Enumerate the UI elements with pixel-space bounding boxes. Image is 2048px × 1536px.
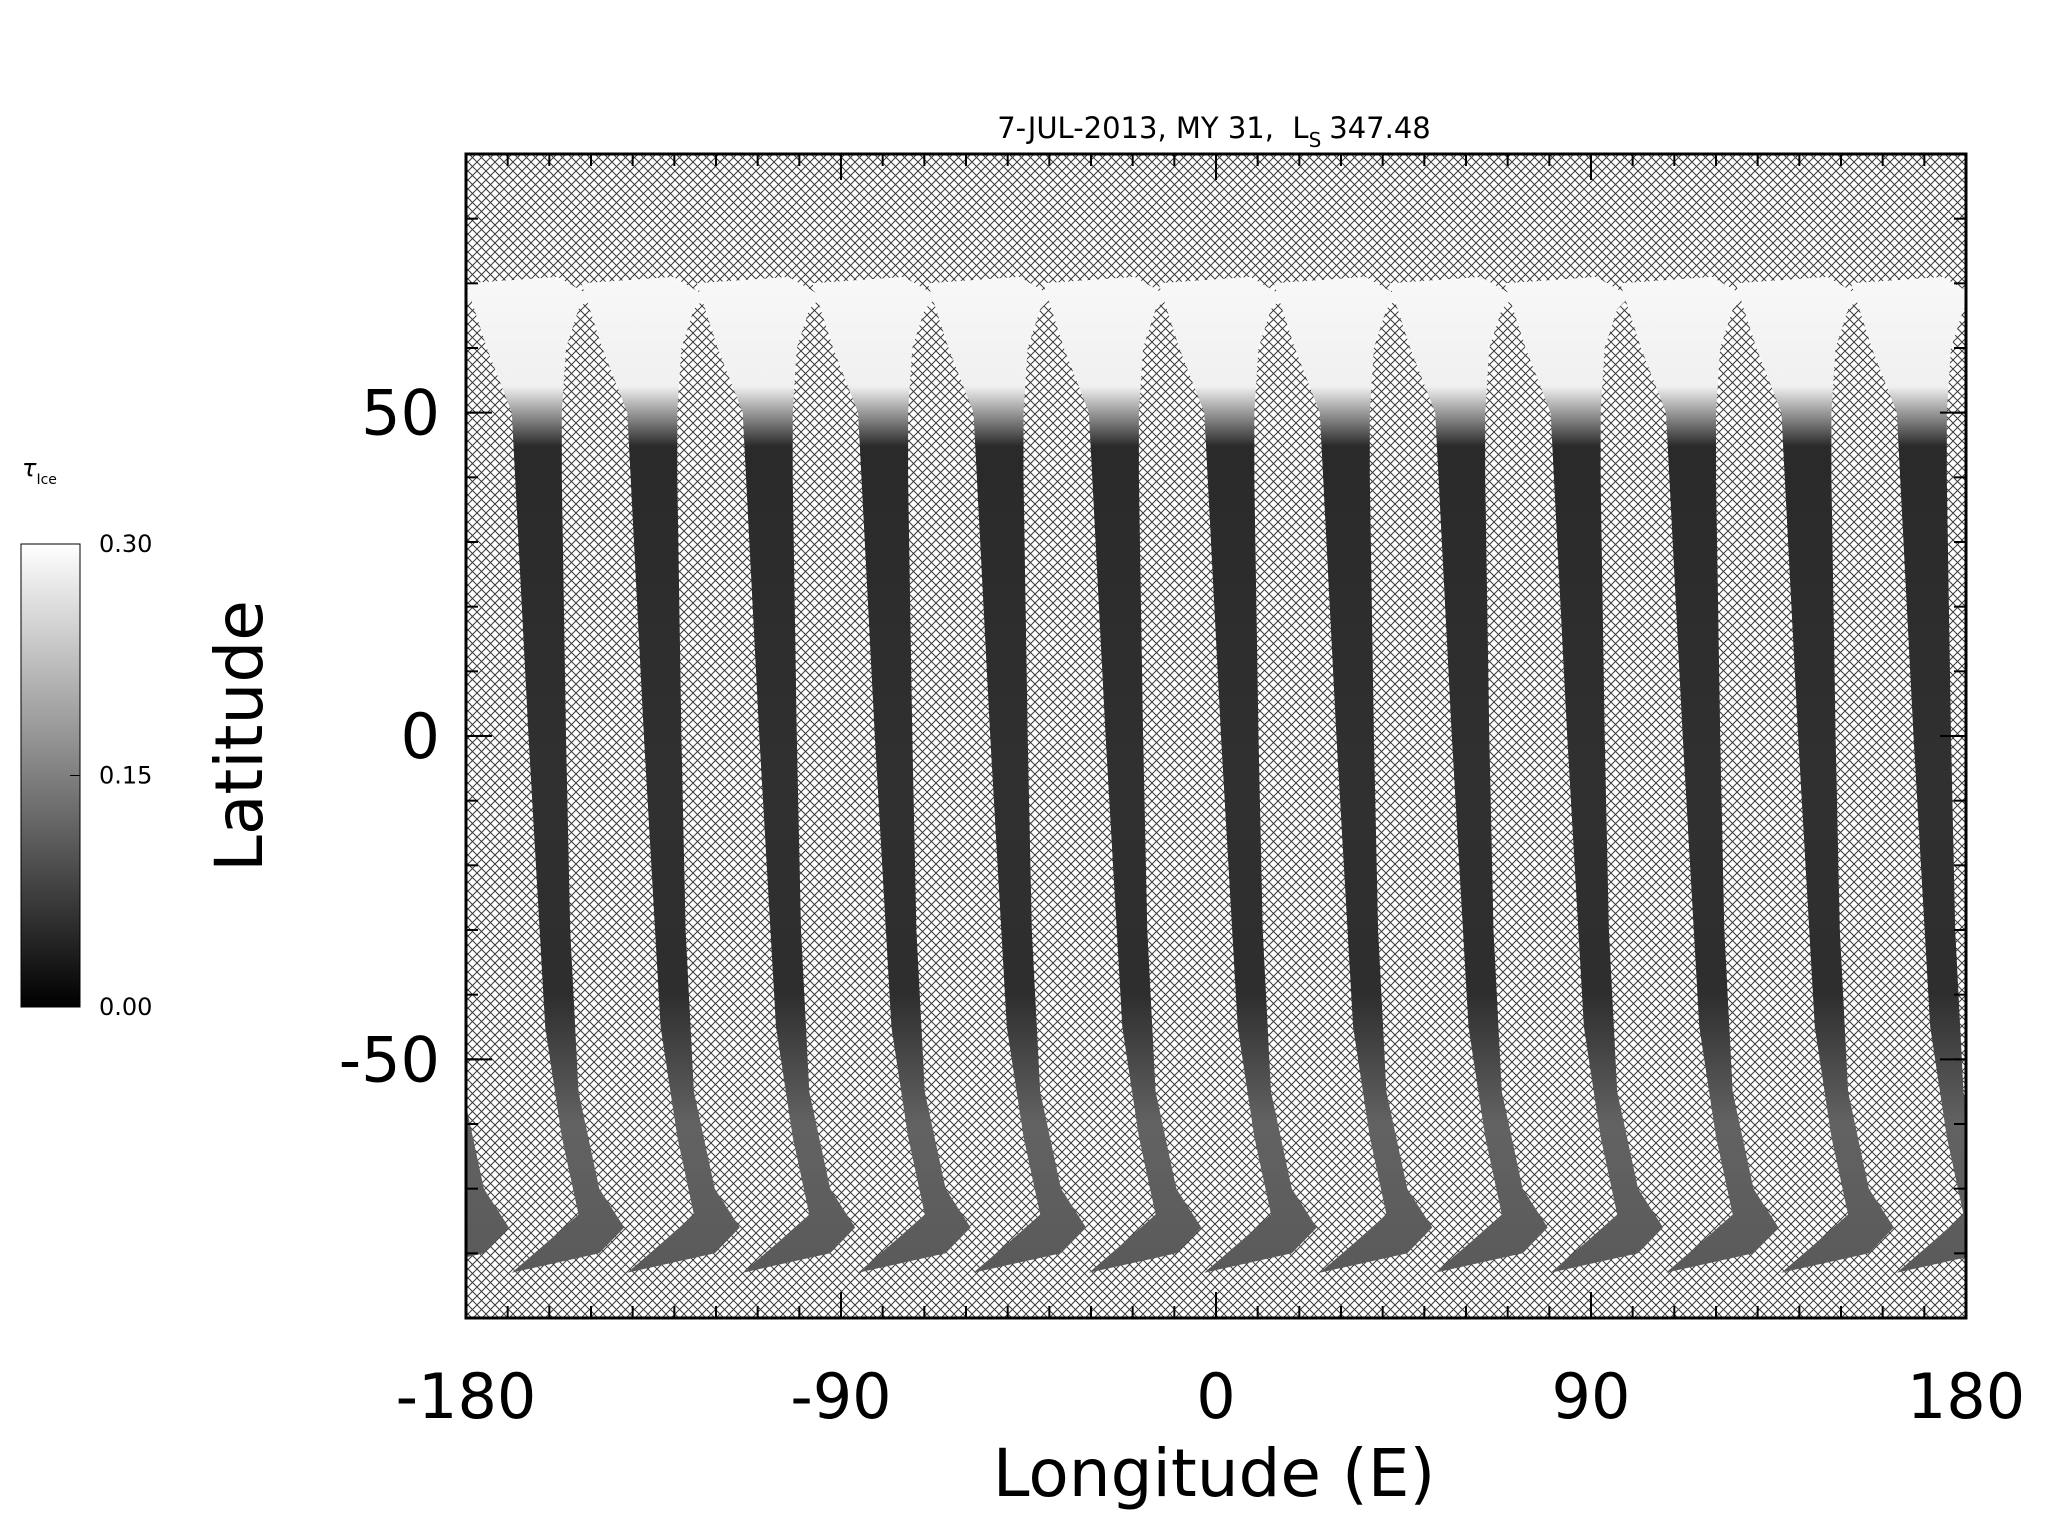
- swath: [1504, 276, 1664, 1273]
- title-text: 7-JUL-2013, MY 31, L: [997, 111, 1308, 145]
- x-tick-label: 0: [1196, 1360, 1235, 1433]
- swath: [466, 276, 625, 1273]
- y-tick-label: 0: [401, 700, 440, 773]
- swath: [1158, 276, 1317, 1273]
- y-tick-label: -50: [339, 1023, 440, 1096]
- colorbar-label: τIce: [22, 454, 57, 488]
- colorbar-tick-label: 0.30: [99, 530, 152, 558]
- swath: [1735, 276, 1894, 1273]
- title-value: 347.48: [1329, 111, 1430, 145]
- swath: [1389, 276, 1548, 1273]
- swath: [581, 276, 740, 1273]
- swath: [466, 290, 509, 1258]
- swath: [927, 276, 1086, 1273]
- title-subscript: S: [1309, 128, 1322, 152]
- colorbar-tick-label: 0.00: [99, 993, 152, 1021]
- swath: [1851, 276, 1966, 1273]
- colorbar-tick-label: 0.15: [99, 762, 152, 790]
- y-tick-label: 50: [361, 377, 440, 450]
- y-axis-label: Latitude: [201, 600, 278, 872]
- swath: [1966, 277, 2048, 1273]
- x-tick-label: -90: [790, 1360, 891, 1433]
- x-tick-label: 90: [1552, 1360, 1631, 1433]
- swath: [696, 276, 856, 1273]
- swath: [1620, 276, 1779, 1273]
- x-tick-label: 180: [1907, 1360, 2025, 1433]
- swaths: [466, 276, 2048, 1273]
- swath: [1043, 276, 1202, 1273]
- swath: [812, 276, 971, 1273]
- swath: [1273, 276, 1433, 1273]
- x-axis-label: Longitude (E): [993, 1435, 1435, 1512]
- colorbar-symbol: τ: [22, 454, 37, 482]
- x-tick-label: -180: [396, 1360, 537, 1433]
- colorbar-subscript: Ice: [36, 472, 56, 488]
- chart-title: 7-JUL-2013, MY 31, LS 347.48: [997, 111, 1431, 152]
